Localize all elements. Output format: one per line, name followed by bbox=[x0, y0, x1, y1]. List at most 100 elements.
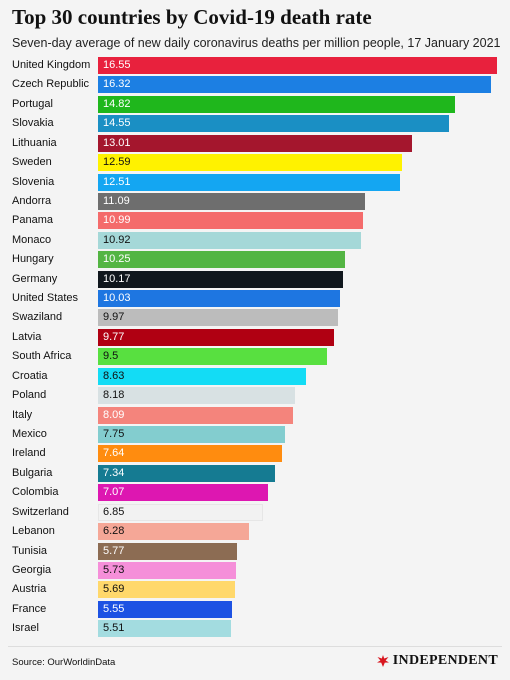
publisher-logo: INDEPENDENT bbox=[376, 652, 498, 670]
value-label: 14.55 bbox=[103, 117, 131, 130]
value-label: 5.69 bbox=[103, 583, 125, 596]
bar bbox=[98, 154, 402, 172]
bar-row: United States 10.03 bbox=[0, 290, 510, 309]
bar bbox=[98, 115, 449, 133]
bar-row: Swaziland 9.97 bbox=[0, 309, 510, 328]
bar bbox=[98, 270, 344, 288]
category-label: Lebanon bbox=[12, 525, 55, 538]
category-label: Germany bbox=[12, 272, 58, 285]
bar bbox=[98, 231, 362, 249]
bar-row: Italy 8.09 bbox=[0, 406, 510, 426]
bar-row: Austria 5.69 bbox=[0, 581, 510, 600]
bar bbox=[98, 620, 231, 638]
bar-row: Bulgaria 7.34 bbox=[0, 464, 510, 484]
value-label: 10.99 bbox=[103, 214, 131, 227]
bar bbox=[98, 134, 412, 152]
value-label: 10.25 bbox=[103, 253, 131, 266]
value-label: 5.73 bbox=[103, 563, 125, 576]
category-label: Poland bbox=[12, 389, 47, 402]
category-label: Mexico bbox=[12, 427, 47, 440]
value-label: 5.55 bbox=[103, 602, 125, 615]
source-note: Source: OurWorldinData bbox=[12, 657, 116, 668]
value-label: 9.77 bbox=[103, 330, 125, 343]
value-label: 6.85 bbox=[103, 505, 125, 518]
value-label: 7.07 bbox=[103, 486, 125, 499]
bar-row: Portugal 14.82 bbox=[0, 95, 510, 115]
bar bbox=[98, 367, 307, 385]
bar bbox=[98, 484, 269, 502]
value-label: 10.03 bbox=[103, 292, 131, 305]
bar-chart: United Kingdom 16.55 Czech Republic 16.32 Po… bbox=[0, 57, 510, 642]
bar-row: Switzerland 6.85 bbox=[0, 503, 510, 523]
value-label: 16.32 bbox=[103, 78, 131, 91]
value-label: 13.01 bbox=[103, 136, 131, 149]
category-label: Lithuania bbox=[12, 136, 57, 149]
bar bbox=[98, 95, 456, 113]
bar bbox=[98, 561, 237, 579]
category-label: Israel bbox=[12, 622, 39, 635]
bar bbox=[98, 503, 264, 521]
bar-row: Israel 5.51 bbox=[0, 620, 510, 639]
category-label: Italy bbox=[12, 408, 33, 421]
bar bbox=[98, 309, 339, 327]
category-label: France bbox=[12, 602, 47, 615]
bar bbox=[98, 192, 366, 210]
bar-row: Croatia 8.63 bbox=[0, 367, 510, 387]
value-label: 7.75 bbox=[103, 427, 125, 440]
category-label: Panama bbox=[12, 214, 53, 227]
bar-row: Panama 10.99 bbox=[0, 212, 510, 231]
category-label: Ireland bbox=[12, 447, 46, 460]
value-label: 9.97 bbox=[103, 311, 125, 324]
chart-title: Top 30 countries by Covid-19 death rate bbox=[12, 5, 372, 29]
eagle-icon bbox=[376, 655, 389, 667]
value-label: 8.09 bbox=[103, 408, 125, 421]
category-label: United States bbox=[12, 292, 79, 305]
bar-row: Latvia 9.77 bbox=[0, 328, 510, 348]
category-label: Portugal bbox=[12, 97, 53, 110]
value-label: 12.51 bbox=[103, 175, 131, 188]
bar bbox=[98, 464, 275, 482]
bar bbox=[98, 76, 492, 94]
value-label: 14.82 bbox=[103, 97, 131, 110]
bar-row: Lithuania 13.01 bbox=[0, 134, 510, 154]
bar-row: South Africa 9.5 bbox=[0, 348, 510, 367]
bar bbox=[98, 57, 497, 74]
bar-row: France 5.55 bbox=[0, 600, 510, 620]
category-label: Sweden bbox=[12, 156, 52, 169]
bar-row: Slovakia 14.55 bbox=[0, 115, 510, 134]
bar-row: United Kingdom 16.55 bbox=[0, 57, 510, 76]
bar-row: Sweden 12.59 bbox=[0, 154, 510, 173]
value-label: 8.18 bbox=[103, 389, 125, 402]
bar bbox=[98, 406, 294, 424]
bar-row: Tunisia 5.77 bbox=[0, 542, 510, 562]
category-label: Andorra bbox=[12, 194, 52, 207]
bar-row: Georgia 5.73 bbox=[0, 561, 510, 581]
bar bbox=[98, 600, 232, 618]
bar bbox=[98, 212, 363, 230]
bar bbox=[98, 581, 236, 599]
category-label: Austria bbox=[12, 583, 47, 596]
category-label: Czech Republic bbox=[12, 78, 90, 91]
value-label: 11.09 bbox=[103, 194, 130, 207]
value-label: 10.17 bbox=[103, 272, 131, 285]
bar-row: Germany 10.17 bbox=[0, 270, 510, 290]
bar bbox=[98, 425, 285, 443]
category-label: Swaziland bbox=[12, 311, 63, 324]
bar bbox=[98, 387, 296, 405]
value-label: 10.92 bbox=[103, 233, 131, 246]
value-label: 7.64 bbox=[103, 447, 125, 460]
category-label: Switzerland bbox=[12, 505, 69, 518]
category-label: Monaco bbox=[12, 233, 52, 246]
bar bbox=[98, 348, 328, 366]
footer-divider bbox=[8, 646, 502, 647]
value-label: 12.59 bbox=[103, 156, 131, 169]
category-label: Georgia bbox=[12, 563, 52, 576]
bar-row: Andorra 11.09 bbox=[0, 192, 510, 212]
chart-subtitle: Seven-day average of new daily coronavir… bbox=[12, 36, 501, 50]
value-label: 6.28 bbox=[103, 525, 125, 538]
bar-row: Lebanon 6.28 bbox=[0, 523, 510, 542]
category-label: Hungary bbox=[12, 253, 54, 266]
logo-text: INDEPENDENT bbox=[392, 653, 498, 668]
value-label: 9.5 bbox=[103, 350, 119, 363]
category-label: Croatia bbox=[12, 369, 48, 382]
